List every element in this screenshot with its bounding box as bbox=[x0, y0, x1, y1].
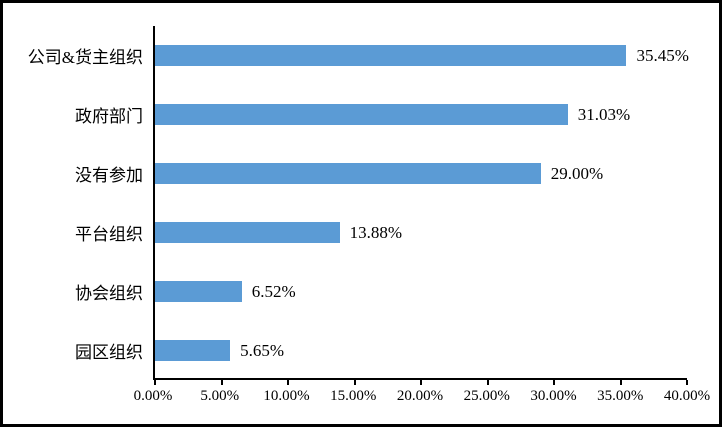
x-tick-mark bbox=[154, 380, 156, 385]
x-tick-mark bbox=[619, 380, 622, 385]
x-tick-label: 40.00% bbox=[663, 388, 711, 404]
value-label: 6.52% bbox=[251, 282, 296, 301]
bar bbox=[155, 163, 541, 184]
value-label: 13.88% bbox=[349, 223, 403, 242]
category-label: 没有参加 bbox=[75, 166, 143, 185]
plot-area: 35.45% 31.03% 29.00% 13.88% 6.52% 5.65% bbox=[153, 26, 689, 385]
x-tick-mark bbox=[553, 380, 555, 385]
x-tick-label: 5.00% bbox=[200, 388, 240, 404]
bar-row: 35.45% bbox=[155, 26, 689, 85]
value-label: 35.45% bbox=[636, 46, 689, 65]
value-label: 5.65% bbox=[240, 341, 285, 360]
bar-row: 31.03% bbox=[155, 85, 687, 144]
category-label: 政府部门 bbox=[75, 107, 143, 126]
x-tick-label: 10.00% bbox=[263, 388, 310, 404]
bar-row: 29.00% bbox=[155, 144, 687, 203]
bar bbox=[155, 104, 568, 125]
bar-row: 5.65% bbox=[155, 321, 687, 380]
value-label: 31.03% bbox=[577, 105, 631, 124]
x-tick-mark bbox=[287, 380, 289, 385]
x-tick-label: 35.00% bbox=[597, 388, 644, 404]
x-tick-mark bbox=[353, 380, 356, 385]
bar bbox=[155, 281, 242, 302]
value-label: 29.00% bbox=[550, 164, 604, 183]
x-tick-label: 25.00% bbox=[463, 388, 510, 404]
bar bbox=[155, 222, 340, 243]
bar bbox=[155, 45, 627, 66]
x-tick-mark bbox=[420, 380, 422, 385]
category-label: 协会组织 bbox=[75, 284, 143, 303]
bar bbox=[155, 340, 231, 361]
category-label: 公司&货主组织 bbox=[27, 48, 143, 67]
category-label: 园区组织 bbox=[75, 343, 143, 362]
x-tick-label: 0.00% bbox=[133, 388, 173, 404]
x-tick-mark bbox=[486, 380, 489, 385]
x-tick-mark bbox=[220, 380, 223, 385]
bar-row: 13.88% bbox=[155, 203, 687, 262]
category-label: 平台组织 bbox=[75, 225, 143, 244]
bar-row: 6.52% bbox=[155, 262, 687, 321]
x-tick-label: 20.00% bbox=[396, 388, 444, 404]
x-tick-label: 30.00% bbox=[530, 388, 577, 404]
x-tick-mark bbox=[686, 380, 688, 385]
x-tick-label: 15.00% bbox=[330, 388, 377, 404]
